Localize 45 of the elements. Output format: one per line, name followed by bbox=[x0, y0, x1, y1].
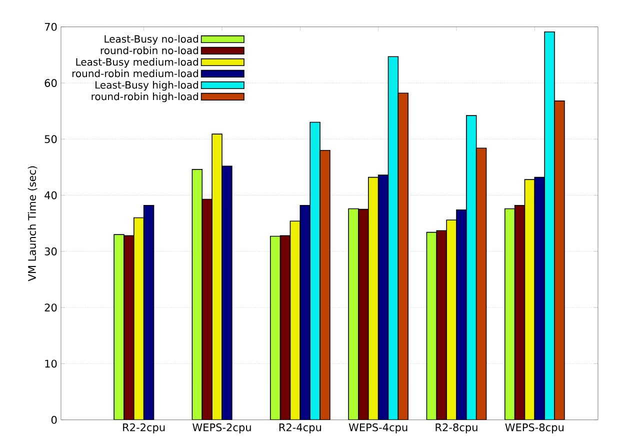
bar bbox=[504, 208, 516, 420]
x-tick-label: R2-2cpu bbox=[123, 424, 165, 434]
bar bbox=[456, 210, 467, 420]
y-tick-label: 0 bbox=[51, 416, 57, 424]
legend-label: round-robin high-load bbox=[92, 92, 198, 102]
y-tick-label: 10 bbox=[45, 360, 57, 368]
y-tick-label: 50 bbox=[44, 135, 57, 144]
y-tick-label: 30 bbox=[44, 248, 57, 256]
x-tick-label: WEPS-8cpu bbox=[505, 424, 564, 434]
bar bbox=[524, 179, 536, 420]
bar bbox=[290, 220, 301, 420]
y-axis-title: VM Launch Time (sec) bbox=[28, 166, 38, 282]
bar bbox=[143, 205, 154, 420]
y-tick-label: 70 bbox=[44, 23, 57, 31]
bar bbox=[192, 169, 203, 420]
legend-label: Least-Busy high-load bbox=[96, 81, 198, 91]
x-tick-label: WEPS-4cpu bbox=[348, 424, 408, 434]
y-tick-label: 40 bbox=[44, 191, 57, 200]
legend-label: Least-Busy medium-load bbox=[76, 58, 198, 68]
bar bbox=[114, 234, 124, 420]
y-tick-label: 60 bbox=[44, 79, 57, 88]
y-tick-label: 20 bbox=[44, 304, 57, 312]
bar bbox=[534, 177, 545, 420]
bar bbox=[378, 174, 389, 420]
bar bbox=[280, 235, 291, 420]
bar bbox=[134, 217, 144, 420]
legend-label: Least-Busy no-load bbox=[104, 35, 198, 45]
x-tick-label: R2-4cpu bbox=[279, 424, 321, 434]
bar bbox=[446, 220, 457, 420]
bar bbox=[300, 205, 310, 420]
bar bbox=[358, 209, 369, 420]
bar bbox=[348, 208, 359, 420]
legend-label: round-robin no-load bbox=[100, 46, 198, 54]
bar bbox=[212, 134, 222, 420]
bar bbox=[124, 235, 134, 420]
bar bbox=[514, 205, 526, 420]
bar bbox=[436, 230, 447, 420]
x-tick-label: WEPS-2cpu bbox=[192, 424, 251, 434]
bar bbox=[426, 232, 438, 420]
bar bbox=[270, 236, 281, 420]
bar bbox=[222, 166, 232, 420]
bar bbox=[202, 198, 212, 420]
x-tick-label: R2-8cpu bbox=[436, 424, 478, 434]
bar bbox=[368, 177, 379, 420]
legend-label: round-robin medium-load bbox=[72, 70, 198, 78]
